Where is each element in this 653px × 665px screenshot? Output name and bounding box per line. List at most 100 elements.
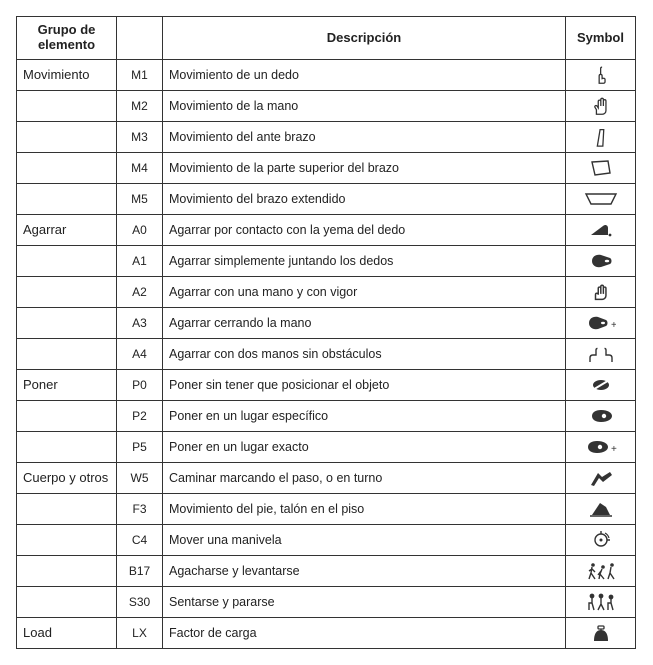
group-cell xyxy=(17,338,117,369)
symbol-cell xyxy=(566,276,636,307)
code-cell: C4 xyxy=(117,524,163,555)
code-cell: M4 xyxy=(117,152,163,183)
symbol-cell xyxy=(566,462,636,493)
code-cell: M3 xyxy=(117,121,163,152)
group-cell xyxy=(17,586,117,617)
col-header-code xyxy=(117,17,163,60)
upperarm-icon xyxy=(589,158,613,178)
table-row: M5 Movimiento del brazo extendido xyxy=(17,183,636,214)
table-row: F3 Movimiento del pie, talón en el piso xyxy=(17,493,636,524)
code-cell: S30 xyxy=(117,586,163,617)
col-header-desc: Descripción xyxy=(163,17,566,60)
desc-cell: Sentarse y pararse xyxy=(163,586,566,617)
sit-stand-icon xyxy=(586,592,616,612)
code-cell: A0 xyxy=(117,214,163,245)
code-cell: A3 xyxy=(117,307,163,338)
table-row: Cuerpo y otros W5 Caminar marcando el pa… xyxy=(17,462,636,493)
code-cell: P2 xyxy=(117,400,163,431)
table-row: A1 Agarrar simplemente juntando los dedo… xyxy=(17,245,636,276)
desc-cell: Poner en un lugar exacto xyxy=(163,431,566,462)
two-hand-grasp-icon xyxy=(586,344,616,364)
table-row: P2 Poner en un lugar específico xyxy=(17,400,636,431)
desc-cell: Agarrar con dos manos sin obstáculos xyxy=(163,338,566,369)
group-cell xyxy=(17,121,117,152)
table-row: A3 Agarrar cerrando la mano + xyxy=(17,307,636,338)
table-row: M4 Movimiento de la parte superior del b… xyxy=(17,152,636,183)
group-cell: Cuerpo y otros xyxy=(17,462,117,493)
desc-cell: Poner sin tener que posicionar el objeto xyxy=(163,369,566,400)
group-cell xyxy=(17,90,117,121)
desc-cell: Agarrar por contacto con la yema del ded… xyxy=(163,214,566,245)
place-specific-icon xyxy=(588,407,614,425)
place-loose-icon xyxy=(588,376,614,394)
table-row: A2 Agarrar con una mano y con vigor xyxy=(17,276,636,307)
group-cell xyxy=(17,524,117,555)
crank-icon xyxy=(589,530,613,550)
symbol-cell xyxy=(566,524,636,555)
desc-cell: Movimiento del brazo extendido xyxy=(163,183,566,214)
group-cell xyxy=(17,152,117,183)
code-cell: A2 xyxy=(117,276,163,307)
symbol-cell xyxy=(566,121,636,152)
table-row: P5 Poner en un lugar exacto + xyxy=(17,431,636,462)
code-cell: F3 xyxy=(117,493,163,524)
table-row: Agarrar A0 Agarrar por contacto con la y… xyxy=(17,214,636,245)
symbol-cell xyxy=(566,90,636,121)
group-cell xyxy=(17,493,117,524)
group-cell xyxy=(17,183,117,214)
symbol-cell xyxy=(566,400,636,431)
desc-cell: Caminar marcando el paso, o en turno xyxy=(163,462,566,493)
table-row: M2 Movimiento de la mano xyxy=(17,90,636,121)
desc-cell: Agarrar cerrando la mano xyxy=(163,307,566,338)
extended-arm-icon xyxy=(584,191,618,207)
code-cell: W5 xyxy=(117,462,163,493)
symbol-cell xyxy=(566,338,636,369)
forearm-icon xyxy=(591,126,611,148)
col-header-symbol: Symbol xyxy=(566,17,636,60)
finger-icon xyxy=(590,64,612,86)
place-exact-icon: + xyxy=(585,438,617,456)
table-body: Movimiento M1 Movimiento de un dedo M2 M… xyxy=(17,59,636,648)
desc-cell: Agarrar con una mano y con vigor xyxy=(163,276,566,307)
symbol-cell xyxy=(566,586,636,617)
symbol-cell xyxy=(566,493,636,524)
table-row: A4 Agarrar con dos manos sin obstáculos xyxy=(17,338,636,369)
walk-icon xyxy=(588,468,614,488)
table-row: Movimiento M1 Movimiento de un dedo xyxy=(17,59,636,90)
symbol-cell xyxy=(566,183,636,214)
group-cell: Poner xyxy=(17,369,117,400)
hand-icon xyxy=(590,95,612,117)
fingertip-grasp-icon xyxy=(588,221,614,239)
symbol-cell xyxy=(566,152,636,183)
table-row: M3 Movimiento del ante brazo xyxy=(17,121,636,152)
bend-icon xyxy=(586,561,616,581)
symbol-cell xyxy=(566,555,636,586)
symbol-cell: + xyxy=(566,431,636,462)
symbol-cell xyxy=(566,214,636,245)
group-cell xyxy=(17,276,117,307)
power-grasp-icon xyxy=(590,281,612,303)
elements-table: Grupo de elemento Descripción Symbol Mov… xyxy=(16,16,636,649)
group-cell xyxy=(17,555,117,586)
code-cell: M1 xyxy=(117,59,163,90)
desc-cell: Agarrar simplemente juntando los dedos xyxy=(163,245,566,276)
group-cell xyxy=(17,400,117,431)
group-cell xyxy=(17,431,117,462)
desc-cell: Movimiento del ante brazo xyxy=(163,121,566,152)
symbol-cell xyxy=(566,59,636,90)
code-cell: M5 xyxy=(117,183,163,214)
close-hand-grasp-icon: + xyxy=(586,313,616,333)
group-cell: Agarrar xyxy=(17,214,117,245)
group-cell xyxy=(17,307,117,338)
desc-cell: Movimiento del pie, talón en el piso xyxy=(163,493,566,524)
desc-cell: Movimiento de la parte superior del braz… xyxy=(163,152,566,183)
group-cell: Movimiento xyxy=(17,59,117,90)
code-cell: P5 xyxy=(117,431,163,462)
group-cell xyxy=(17,245,117,276)
desc-cell: Poner en un lugar específico xyxy=(163,400,566,431)
table-row: B17 Agacharse y levantarse xyxy=(17,555,636,586)
foot-icon xyxy=(588,499,614,519)
symbol-cell xyxy=(566,245,636,276)
table-row: Poner P0 Poner sin tener que posicionar … xyxy=(17,369,636,400)
svg-text:+: + xyxy=(611,320,616,331)
